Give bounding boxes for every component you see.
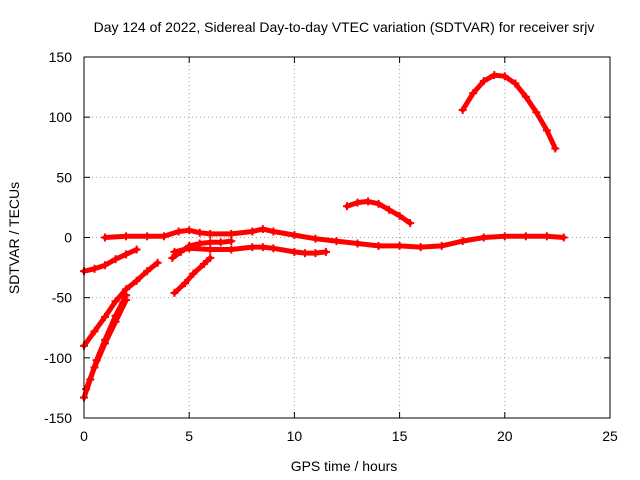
y-tick-label: -100 (44, 350, 72, 366)
y-tick-label: -150 (44, 410, 72, 426)
y-tick-label: -50 (52, 290, 72, 306)
x-tick-label: 0 (80, 428, 88, 444)
x-tick-label: 5 (185, 428, 193, 444)
x-axis-label: GPS time / hours (291, 458, 398, 474)
chart-title: Day 124 of 2022, Sidereal Day-to-day VTE… (94, 19, 595, 35)
series-arc-rise-a (168, 237, 236, 262)
series-arc-high (458, 71, 560, 153)
tick-labels: 0 5 10 15 20 25 -150 -100 -50 0 50 100 150 (44, 49, 618, 444)
series-layer (80, 71, 568, 402)
y-tick-label: 100 (49, 109, 73, 125)
y-tick-label: 0 (64, 230, 72, 246)
y-axis-label: SDTVAR / TECUs (6, 182, 22, 294)
y-tick-label: 50 (56, 169, 72, 185)
axis-ticks (83, 56, 611, 419)
y-tick-label: 150 (49, 49, 73, 65)
series-line (81, 260, 161, 349)
series-arc-left-1 (80, 245, 141, 276)
x-tick-label: 10 (287, 428, 303, 444)
series-arc-rise-b (170, 253, 215, 297)
series-arc-main (101, 225, 568, 252)
series-line (102, 226, 567, 250)
x-tick-label: 20 (497, 428, 513, 444)
series-line (460, 72, 558, 151)
x-tick-label: 15 (392, 428, 408, 444)
x-tick-label: 25 (602, 428, 618, 444)
series-arc-mid (343, 197, 415, 228)
series-arc-left-4 (82, 296, 131, 394)
series-arc-lower (170, 243, 330, 258)
